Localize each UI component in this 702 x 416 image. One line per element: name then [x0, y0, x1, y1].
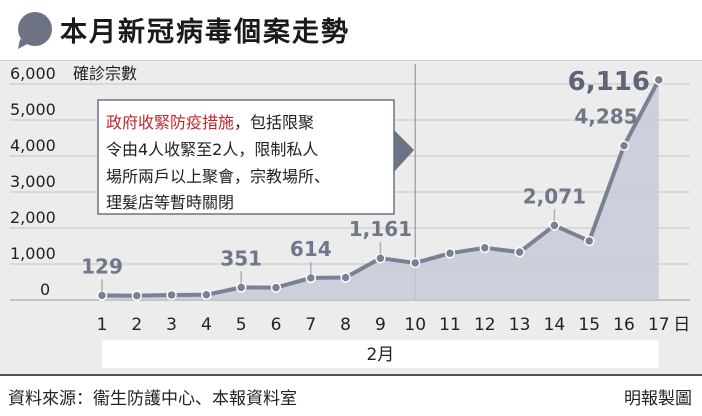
x-tick-label: 15	[578, 315, 600, 335]
x-tick-label: 1	[97, 315, 108, 335]
y-tick-label: 0	[40, 280, 50, 299]
data-label: 614	[290, 237, 332, 261]
annotation-arrow	[394, 130, 414, 172]
x-tick-label: 17	[648, 315, 670, 335]
y-tick-label: 6,000	[10, 64, 56, 83]
x-tick-label: 7	[305, 315, 316, 335]
data-point	[514, 246, 525, 258]
annotation-line-4: 理髮店等暫時關閉	[106, 193, 234, 212]
y-ticks: 0 1,000 2,000 3,000 4,000 5,000 6,000	[10, 64, 56, 299]
data-point	[270, 282, 282, 293]
data-point	[375, 252, 386, 264]
x-unit-label: 日	[673, 315, 690, 335]
data-label: 4,285	[574, 105, 637, 129]
data-point	[235, 282, 247, 293]
data-point	[131, 290, 143, 301]
annotation-line-1: 政府收緊防疫措施，包括限聚	[106, 113, 314, 132]
x-tick-label: 5	[236, 315, 247, 335]
annotation-highlight: 政府收緊防疫措施	[106, 113, 234, 132]
annotation-line-1-rest: ，包括限聚	[234, 113, 314, 132]
data-point	[96, 290, 108, 301]
data-point	[549, 220, 560, 231]
data-point	[340, 272, 351, 283]
x-tick-label: 10	[404, 315, 426, 335]
data-point	[305, 272, 317, 284]
annotation-line-2: 令由4人收緊至2人，限制私人	[106, 140, 318, 159]
x-tick-label: 16	[613, 315, 635, 335]
x-tick-label: 3	[166, 315, 177, 335]
data-label: 1,161	[349, 217, 412, 241]
credit-note: 明報製圖	[624, 389, 692, 409]
x-ticks: 1 2 3 4 5 6 7 8 9 10 11 12 13 14 15 16 17 日	[97, 315, 691, 335]
data-point	[583, 235, 595, 247]
x-tick-label: 4	[201, 315, 212, 335]
title-bar: 本月新冠病毒個案走勢	[0, 0, 702, 61]
x-tick-label: 11	[439, 315, 461, 335]
data-points	[96, 74, 665, 301]
data-label: 6,116	[568, 67, 650, 97]
speech-bubble-icon	[18, 12, 52, 49]
data-point	[653, 74, 665, 86]
data-point	[409, 257, 421, 269]
annotation-frame	[97, 99, 395, 215]
x-tick-label: 8	[340, 315, 351, 335]
data-point	[444, 247, 456, 259]
month-band	[102, 340, 659, 368]
x-tick-label: 14	[544, 315, 566, 335]
data-label: 2,071	[523, 184, 586, 208]
series-area	[102, 79, 659, 300]
x-tick-label: 2	[131, 315, 142, 335]
x-tick-label: 6	[271, 315, 282, 335]
source-note: 資料來源：衞生防護中心、本報資料室	[8, 389, 297, 409]
y-tick-label: 4,000	[10, 136, 56, 155]
y-tick-label: 2,000	[10, 208, 56, 227]
y-tick-label: 3,000	[10, 172, 56, 191]
x-tick-label: 9	[375, 315, 386, 335]
footer: 資料來源：衞生防護中心、本報資料室 明報製圖	[0, 374, 702, 416]
y-tick-label: 5,000	[10, 100, 56, 119]
data-point	[201, 289, 212, 301]
data-label: 351	[220, 246, 262, 270]
x-tick-label: 12	[474, 315, 496, 335]
data-point	[479, 242, 491, 254]
annotation-box: 政府收緊防疫措施，包括限聚 令由4人收緊至2人，限制私人 場所兩戶以上聚會，宗教…	[97, 99, 414, 215]
annotation-line-3: 場所兩戶以上聚會，宗教場所、	[106, 167, 330, 186]
data-point	[618, 140, 630, 151]
chart-title: 本月新冠病毒個案走勢	[60, 17, 350, 48]
data-point	[166, 289, 177, 301]
y-tick-label: 1,000	[10, 244, 56, 263]
x-axis-label: 2月	[366, 345, 394, 365]
x-tick-label: 13	[509, 315, 531, 335]
y-axis-label: 確診宗數	[73, 64, 137, 83]
data-label: 129	[81, 254, 123, 278]
data-labels: 129 351 614 1,161 2,071 4,285 6,116	[81, 67, 650, 292]
